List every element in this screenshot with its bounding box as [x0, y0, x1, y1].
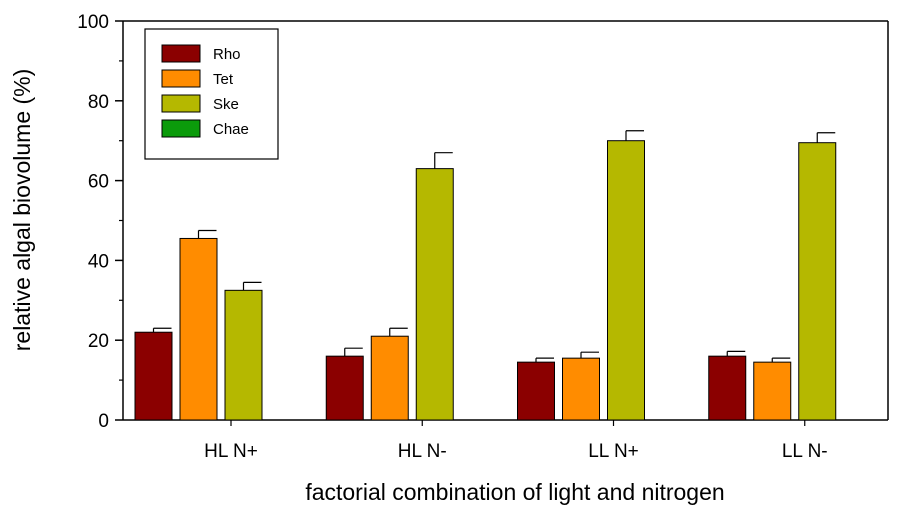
- legend-label-chae: Chae: [213, 121, 249, 138]
- legend-swatch-chae: [161, 119, 201, 138]
- y-tick-label: 60: [88, 172, 109, 193]
- x-tick-label: LL N+: [588, 441, 639, 462]
- y-tick-label: 20: [88, 331, 109, 352]
- legend-label-rho: Rho: [213, 46, 241, 63]
- bars-layer: [134, 130, 837, 421]
- bar-rho-3: [708, 355, 747, 421]
- x-tick-label: HL N-: [398, 441, 447, 462]
- legend-swatch-ske: [161, 94, 201, 113]
- bar-ske-1: [415, 168, 454, 421]
- bar-tet-1: [370, 335, 409, 421]
- bar-rho-1: [325, 355, 364, 421]
- legend-swatch-tet: [161, 69, 201, 88]
- legend-swatch-rho: [161, 44, 201, 63]
- bar-ske-2: [607, 140, 645, 421]
- y-axis-title: relative algal biovolume (%): [9, 69, 35, 352]
- y-tick-label: 100: [77, 12, 109, 33]
- legend-label-tet: Tet: [213, 71, 234, 88]
- legend: Rho Tet Ske Chae: [144, 28, 279, 160]
- bar-ske-0: [224, 289, 263, 421]
- y-tick-label: 80: [88, 92, 109, 113]
- legend-label-ske: Ske: [213, 96, 239, 113]
- y-tick-label: 0: [98, 411, 109, 432]
- bar-ske-3: [798, 142, 837, 421]
- x-tick-label: HL N+: [204, 441, 258, 462]
- x-axis-title: factorial combination of light and nitro…: [305, 479, 724, 505]
- y-axis: 0 20 40 60 80 100: [77, 12, 123, 432]
- x-axis: HL N+ HL N- LL N+ LL N-: [204, 420, 828, 462]
- bar-rho-2: [517, 361, 555, 421]
- bar-tet-2: [562, 357, 600, 421]
- bar-tet-0: [179, 237, 218, 421]
- x-tick-label: LL N-: [782, 441, 828, 462]
- bar-tet-3: [753, 361, 792, 421]
- y-tick-label: 40: [88, 251, 109, 272]
- bar-rho-0: [134, 331, 173, 421]
